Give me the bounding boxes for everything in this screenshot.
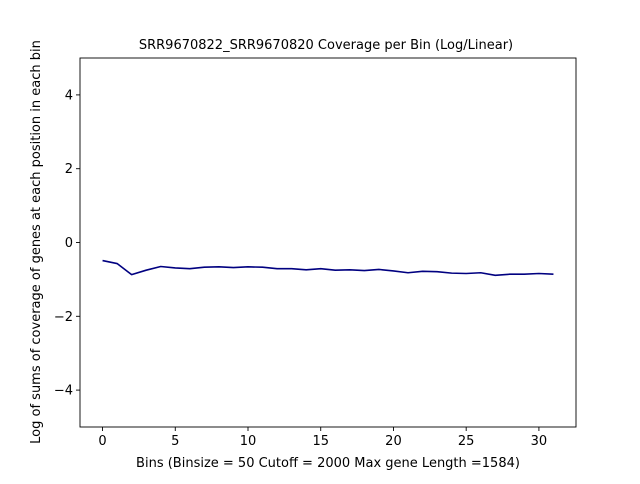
x-tick-label: 30 [531,434,548,449]
y-tick-label: 0 [65,236,73,251]
x-tick-label: 0 [98,434,106,449]
x-tick-label: 5 [171,434,179,449]
series-line-0 [102,259,554,277]
y-tick-label: 4 [65,88,73,103]
x-axis-title: Bins (Binsize = 50 Cutoff = 2000 Max gen… [136,456,520,471]
y-tick-label: 2 [65,162,73,177]
x-tick-label: 25 [458,434,475,449]
y-axis-title: Log of sums of coverage of genes at each… [29,40,44,444]
chart-title: SRR9670822_SRR9670820 Coverage per Bin (… [139,38,513,53]
plot-area: 0 5 10 15 20 25 30 −4 −2 0 2 4 [54,57,577,449]
x-tick-label: 15 [312,434,329,449]
x-tick-label: 20 [385,434,402,449]
x-tick-label: 10 [240,434,257,449]
plot-frame [79,57,577,428]
y-tick-label: −2 [54,310,73,325]
y-tick-label: −4 [54,384,73,399]
